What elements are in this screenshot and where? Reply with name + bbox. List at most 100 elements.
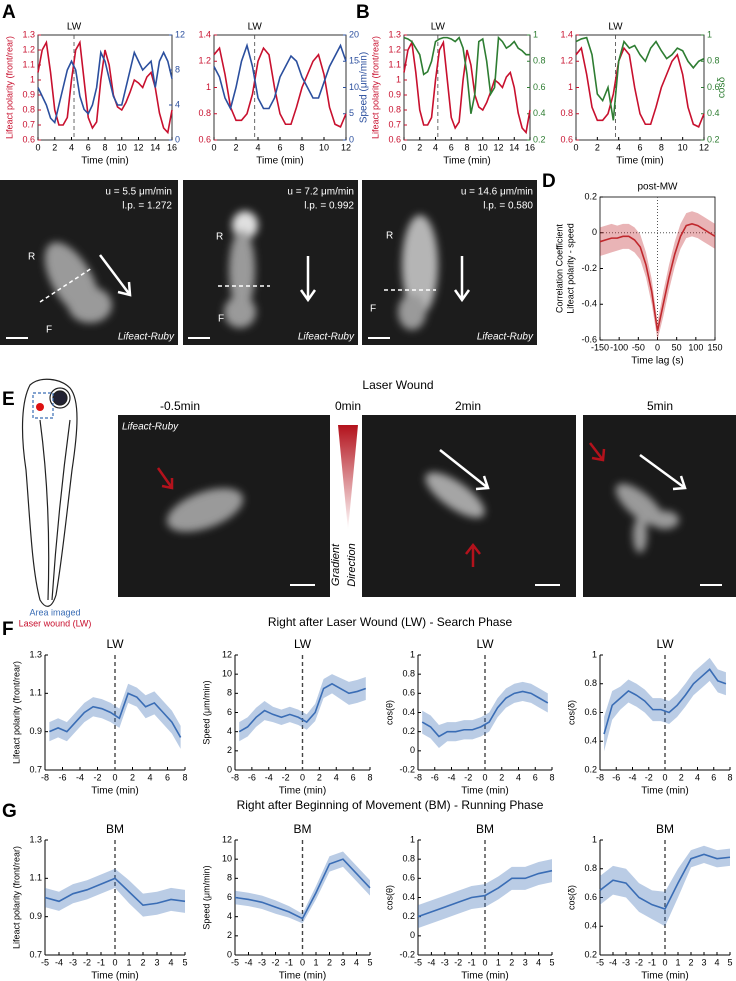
x-tick-label: 4 bbox=[255, 142, 260, 152]
y-tick-label: 1.1 bbox=[29, 873, 42, 883]
y-tick-label: 4 bbox=[227, 911, 232, 921]
micrograph bbox=[362, 415, 576, 597]
x-tick-label: 2 bbox=[130, 772, 135, 782]
x-axis-label: Time (min) bbox=[279, 786, 326, 797]
y-tick-label: 0 bbox=[410, 930, 415, 940]
x-tick-label: 6 bbox=[637, 142, 642, 152]
x-tick-label: 2 bbox=[417, 142, 422, 152]
x-tick-label: -4 bbox=[265, 772, 273, 782]
x-tick-label: 16 bbox=[525, 142, 535, 152]
y-tick-label: 1 bbox=[410, 834, 415, 844]
x-tick-label: 6 bbox=[449, 142, 454, 152]
gradient-label: Gradient bbox=[330, 543, 342, 586]
event-label: BM bbox=[476, 822, 494, 836]
error-band bbox=[600, 211, 715, 340]
data-line bbox=[403, 39, 531, 135]
y-tick-label: 0.8 bbox=[584, 863, 597, 873]
x-tick-label: 4 bbox=[714, 957, 719, 967]
y-tick-label: 0.7 bbox=[29, 764, 42, 774]
panel-label: F bbox=[2, 619, 14, 640]
x-tick-label: -5 bbox=[596, 957, 604, 967]
y-tick-label: 0.4 bbox=[584, 736, 597, 746]
x-tick-label: 8 bbox=[727, 772, 732, 782]
x-tick-label: 16 bbox=[167, 142, 177, 152]
y-axis-label: cos(δ) bbox=[566, 700, 576, 725]
time-label: 0min bbox=[335, 399, 361, 413]
x-tick-label: -2 bbox=[83, 957, 91, 967]
x-tick-label: 4 bbox=[695, 772, 700, 782]
x-tick-label: -6 bbox=[612, 772, 620, 782]
y-tick-label: 0 bbox=[410, 745, 415, 755]
y-tick-label: 1 bbox=[592, 649, 597, 659]
x-tick-label: 2 bbox=[509, 957, 514, 967]
y-tick-label: 0.7 bbox=[22, 119, 35, 129]
y-tick-label: 0.9 bbox=[22, 89, 35, 99]
y2-tick-label: 0.2 bbox=[707, 134, 720, 144]
x-axis-label: Time (min) bbox=[461, 786, 508, 797]
x-tick-label: 2 bbox=[317, 772, 322, 782]
y-tick-label: 0.2 bbox=[584, 191, 597, 201]
y-tick-label: 1.1 bbox=[22, 59, 35, 69]
x-tick-label: 0 bbox=[35, 142, 40, 152]
y-tick-label: 4 bbox=[227, 726, 232, 736]
x-tick-label: 8 bbox=[102, 142, 107, 152]
time-label: 5min bbox=[647, 399, 673, 413]
x-tick-label: 14 bbox=[150, 142, 160, 152]
x-tick-label: 0 bbox=[300, 957, 305, 967]
x-tick-label: 2 bbox=[688, 957, 693, 967]
error-band bbox=[239, 674, 366, 742]
y-tick-label: 0.6 bbox=[402, 688, 415, 698]
x-tick-label: -2 bbox=[645, 772, 653, 782]
x-tick-label: -1 bbox=[468, 957, 476, 967]
data-line bbox=[417, 869, 553, 918]
x-axis-label: Time (min) bbox=[279, 971, 326, 981]
row-title: Right after Beginning of Movement (BM) -… bbox=[237, 798, 544, 812]
y2-tick-label: 0.6 bbox=[707, 82, 720, 92]
x-tick-label: -3 bbox=[69, 957, 77, 967]
x-tick-label: -4 bbox=[628, 772, 636, 782]
x-tick-label: 12 bbox=[341, 142, 351, 152]
x-tick-label: 5 bbox=[182, 957, 187, 967]
x-tick-label: 4 bbox=[516, 772, 521, 782]
x-tick-label: 0 bbox=[112, 772, 117, 782]
y-axis-label: Speed (μm/min) bbox=[201, 680, 211, 744]
speed-label: u = 14.6 μm/min bbox=[461, 187, 533, 198]
panel-label: G bbox=[2, 801, 17, 822]
y-tick-label: 1 bbox=[592, 834, 597, 844]
y-tick-label: -0.2 bbox=[399, 949, 415, 959]
x-tick-label: -4 bbox=[244, 957, 252, 967]
x-tick-label: 2 bbox=[140, 957, 145, 967]
y-tick-label: 0.6 bbox=[22, 134, 35, 144]
y-tick-label: -0.2 bbox=[581, 263, 597, 273]
x-tick-label: -8 bbox=[414, 772, 422, 782]
y-axis-label: Lifeact polarity (front/rear) bbox=[11, 846, 21, 949]
x-tick-label: 4 bbox=[334, 772, 339, 782]
x-tick-label: -2 bbox=[454, 957, 462, 967]
x-tick-label: 4 bbox=[147, 772, 152, 782]
y2-axis-label: cosδ bbox=[717, 77, 728, 99]
y-tick-label: 10 bbox=[222, 669, 232, 679]
x-tick-label: 1 bbox=[313, 957, 318, 967]
event-label: LW bbox=[608, 22, 623, 33]
x-tick-label: 5 bbox=[367, 957, 372, 967]
rear-label: R bbox=[216, 232, 223, 243]
time-label: -0.5min bbox=[160, 399, 200, 413]
y-tick-label: 0.2 bbox=[584, 949, 597, 959]
x-tick-label: 6 bbox=[533, 772, 538, 782]
x-tick-label: 8 bbox=[182, 772, 187, 782]
x-axis-label: Time (min) bbox=[616, 156, 663, 167]
x-tick-label: -150 bbox=[591, 342, 609, 352]
y2-tick-label: 1 bbox=[533, 29, 538, 39]
x-tick-label: 0 bbox=[211, 142, 216, 152]
x-tick-label: 3 bbox=[340, 957, 345, 967]
panel-label: D bbox=[542, 171, 556, 192]
x-tick-label: -1 bbox=[648, 957, 656, 967]
error-band bbox=[49, 683, 181, 749]
x-tick-label: 1 bbox=[675, 957, 680, 967]
y-axis-label: cos(θ) bbox=[384, 885, 394, 910]
rear-label: R bbox=[28, 252, 35, 263]
x-tick-label: 8 bbox=[659, 142, 664, 152]
speed-label: u = 5.5 μm/min bbox=[105, 187, 172, 198]
x-tick-label: 5 bbox=[727, 957, 732, 967]
x-tick-label: 0 bbox=[482, 957, 487, 967]
